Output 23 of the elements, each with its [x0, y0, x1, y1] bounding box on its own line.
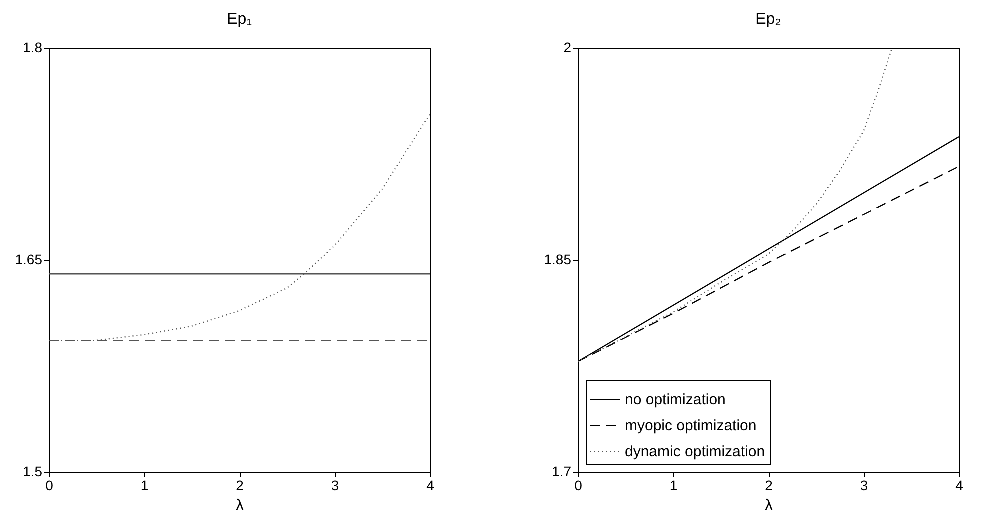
- x-axis-title: λ: [236, 498, 244, 514]
- y-tick-label: 1.65: [15, 252, 43, 268]
- legend-label: myopic optimization: [625, 418, 757, 434]
- x-tick-label: 3: [860, 478, 868, 494]
- x-tick-label: 3: [331, 478, 340, 494]
- x-tick-label: 0: [46, 478, 54, 494]
- y-tick-label: 2: [564, 40, 572, 56]
- x-axis-title: λ: [765, 498, 773, 514]
- x-tick-label: 4: [426, 478, 435, 494]
- y-tick-label: 1.85: [544, 252, 572, 268]
- chart-title: Ep₁: [227, 11, 252, 28]
- x-tick-label: 1: [140, 478, 149, 494]
- x-tick-label: 1: [670, 478, 678, 494]
- x-tick-label: 4: [956, 478, 964, 494]
- x-tick-label: 2: [765, 478, 774, 494]
- y-tick-label: 1.8: [23, 40, 43, 56]
- legend-label: dynamic optimization: [625, 444, 766, 460]
- y-tick-label: 1.7: [552, 464, 572, 480]
- x-tick-label: 0: [574, 478, 583, 494]
- legend-label: no optimization: [625, 392, 726, 408]
- chart-title: Ep₂: [756, 11, 782, 28]
- x-tick-label: 2: [236, 478, 244, 494]
- y-tick-label: 1.5: [23, 464, 43, 480]
